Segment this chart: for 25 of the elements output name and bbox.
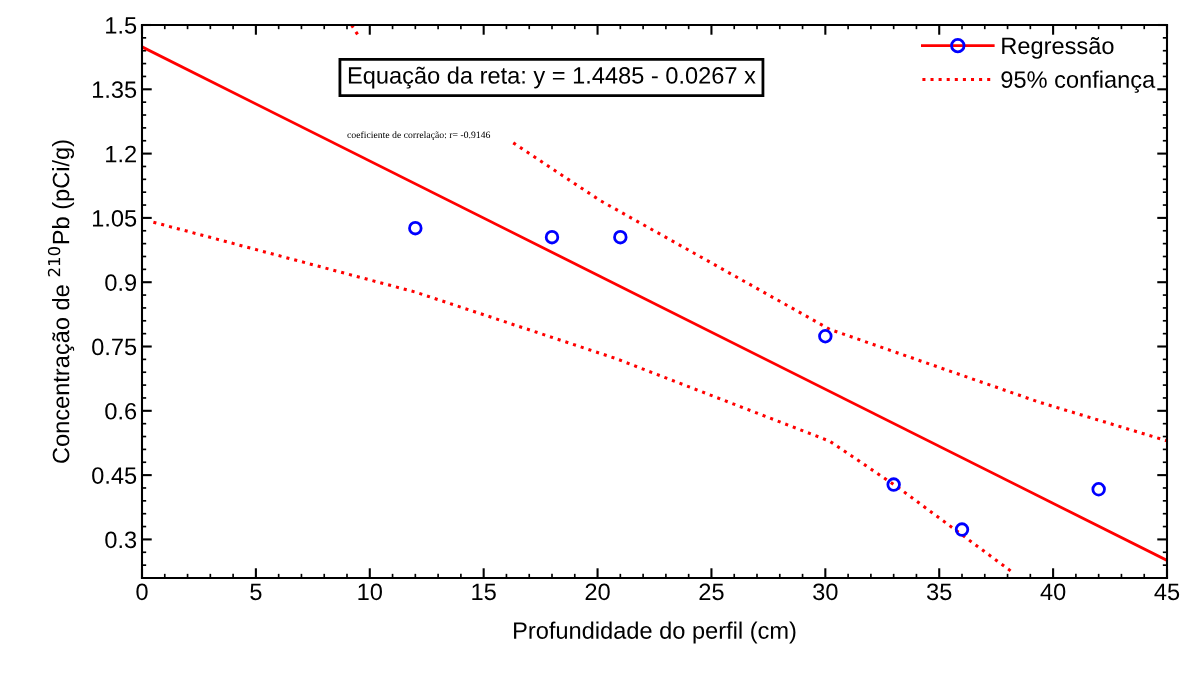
y-tick-label: 0.6: [105, 402, 137, 420]
y-tick-label: 1.5: [106, 17, 137, 34]
y-tick-label: 0.45: [92, 467, 137, 484]
x-tick-label: 15: [472, 583, 496, 601]
legend-label: Regressão: [1002, 36, 1114, 59]
x-tick-label: 10: [358, 583, 382, 601]
x-tick-label: 30: [813, 583, 838, 601]
legend-label: 95% confiança: [1001, 70, 1156, 93]
y-tick-label: 1.05: [92, 209, 137, 227]
x-axis-title: Profundidade do perfil (cm): [514, 621, 796, 644]
x-tick-label: 5: [250, 583, 262, 601]
y-tick-label: 1.35: [92, 81, 137, 99]
y-tick-label: 1.2: [106, 145, 136, 163]
x-tick-label: 0: [136, 583, 148, 601]
y-tick-label: 0.75: [92, 338, 137, 356]
x-tick-label: 25: [699, 583, 724, 601]
y-axis-title: Concentração de $^{210}$Pb (pCi/g): [47, 140, 75, 463]
annotation: coeficiente de correlação: r= -0.9146: [347, 131, 491, 141]
y-tick-label: 0.9: [105, 274, 137, 291]
x-tick-label: 20: [585, 583, 610, 601]
x-tick-label: 35: [926, 583, 952, 601]
annotation: Equação da reta: y = 1.4485 - 0.0267 x: [348, 66, 756, 89]
y-tick-label: 0.3: [105, 531, 137, 549]
x-tick-label: 45: [1154, 583, 1180, 601]
x-tick-label: 40: [1040, 583, 1066, 601]
